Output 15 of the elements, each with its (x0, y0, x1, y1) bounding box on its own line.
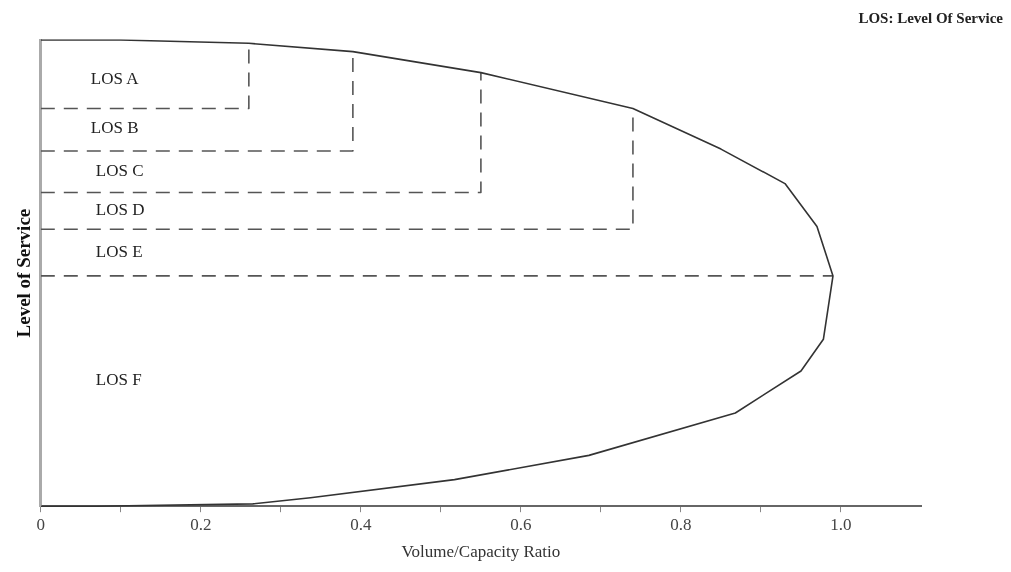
annotation: LOS D (95, 200, 145, 220)
text: LOS: Level Of Service (858, 10, 1004, 27)
x-axis-title: Volume/Capacity Ratio (401, 542, 561, 562)
x-tick-label: 0.6 (510, 514, 532, 534)
annotation: LOS F (95, 369, 142, 389)
annotation: LOS C (95, 161, 144, 181)
x-tick-label: 1.0 (830, 514, 852, 534)
annotation: LOS A (90, 69, 140, 89)
x-tick-label: 0 (36, 514, 46, 534)
x-tick-label: 0.8 (670, 514, 692, 534)
annotation: LOS B (90, 118, 139, 138)
annotation: LOS E (95, 242, 143, 262)
x-tick-label: 0.4 (350, 514, 372, 534)
y-axis-title: Level of Service (13, 208, 35, 338)
x-tick-label: 0.2 (190, 514, 212, 534)
